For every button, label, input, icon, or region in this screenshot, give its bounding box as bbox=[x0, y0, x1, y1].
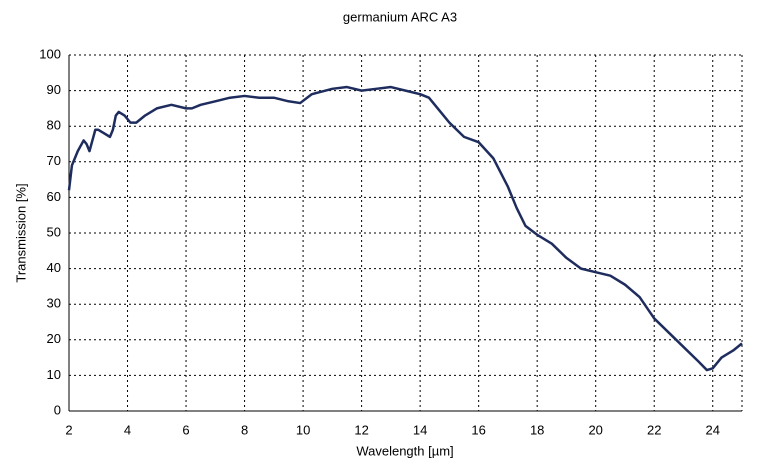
x-tick-label: 2 bbox=[65, 422, 72, 437]
data-line bbox=[67, 85, 743, 372]
y-tick-label: 0 bbox=[54, 402, 61, 417]
x-tick-label: 22 bbox=[647, 422, 661, 437]
y-axis-label: Transmission [%] bbox=[13, 183, 28, 282]
y-tick-label: 100 bbox=[39, 46, 61, 61]
y-tick-label: 90 bbox=[47, 82, 61, 97]
x-tick-label: 4 bbox=[124, 422, 131, 437]
x-tick-label: 12 bbox=[354, 422, 368, 437]
y-tick-label: 50 bbox=[47, 224, 61, 239]
y-tick-label: 30 bbox=[47, 296, 61, 311]
x-tick-label: 16 bbox=[471, 422, 485, 437]
x-tick-label: 14 bbox=[413, 422, 427, 437]
x-axis-label: Wavelength [µm] bbox=[356, 443, 453, 458]
y-tick-label: 10 bbox=[47, 367, 61, 382]
y-tick-label: 70 bbox=[47, 153, 61, 168]
x-tick-label: 6 bbox=[182, 422, 189, 437]
y-tick-label: 80 bbox=[47, 118, 61, 133]
y-tick-label: 60 bbox=[47, 189, 61, 204]
chart-title: germanium ARC A3 bbox=[343, 9, 457, 24]
x-tick-label: 8 bbox=[241, 422, 248, 437]
x-tick-label: 18 bbox=[530, 422, 544, 437]
y-tick-label: 40 bbox=[47, 260, 61, 275]
x-tick-label: 24 bbox=[706, 422, 720, 437]
x-tick-label: 10 bbox=[296, 422, 310, 437]
y-tick-label: 20 bbox=[47, 331, 61, 346]
x-tick-label: 20 bbox=[588, 422, 602, 437]
